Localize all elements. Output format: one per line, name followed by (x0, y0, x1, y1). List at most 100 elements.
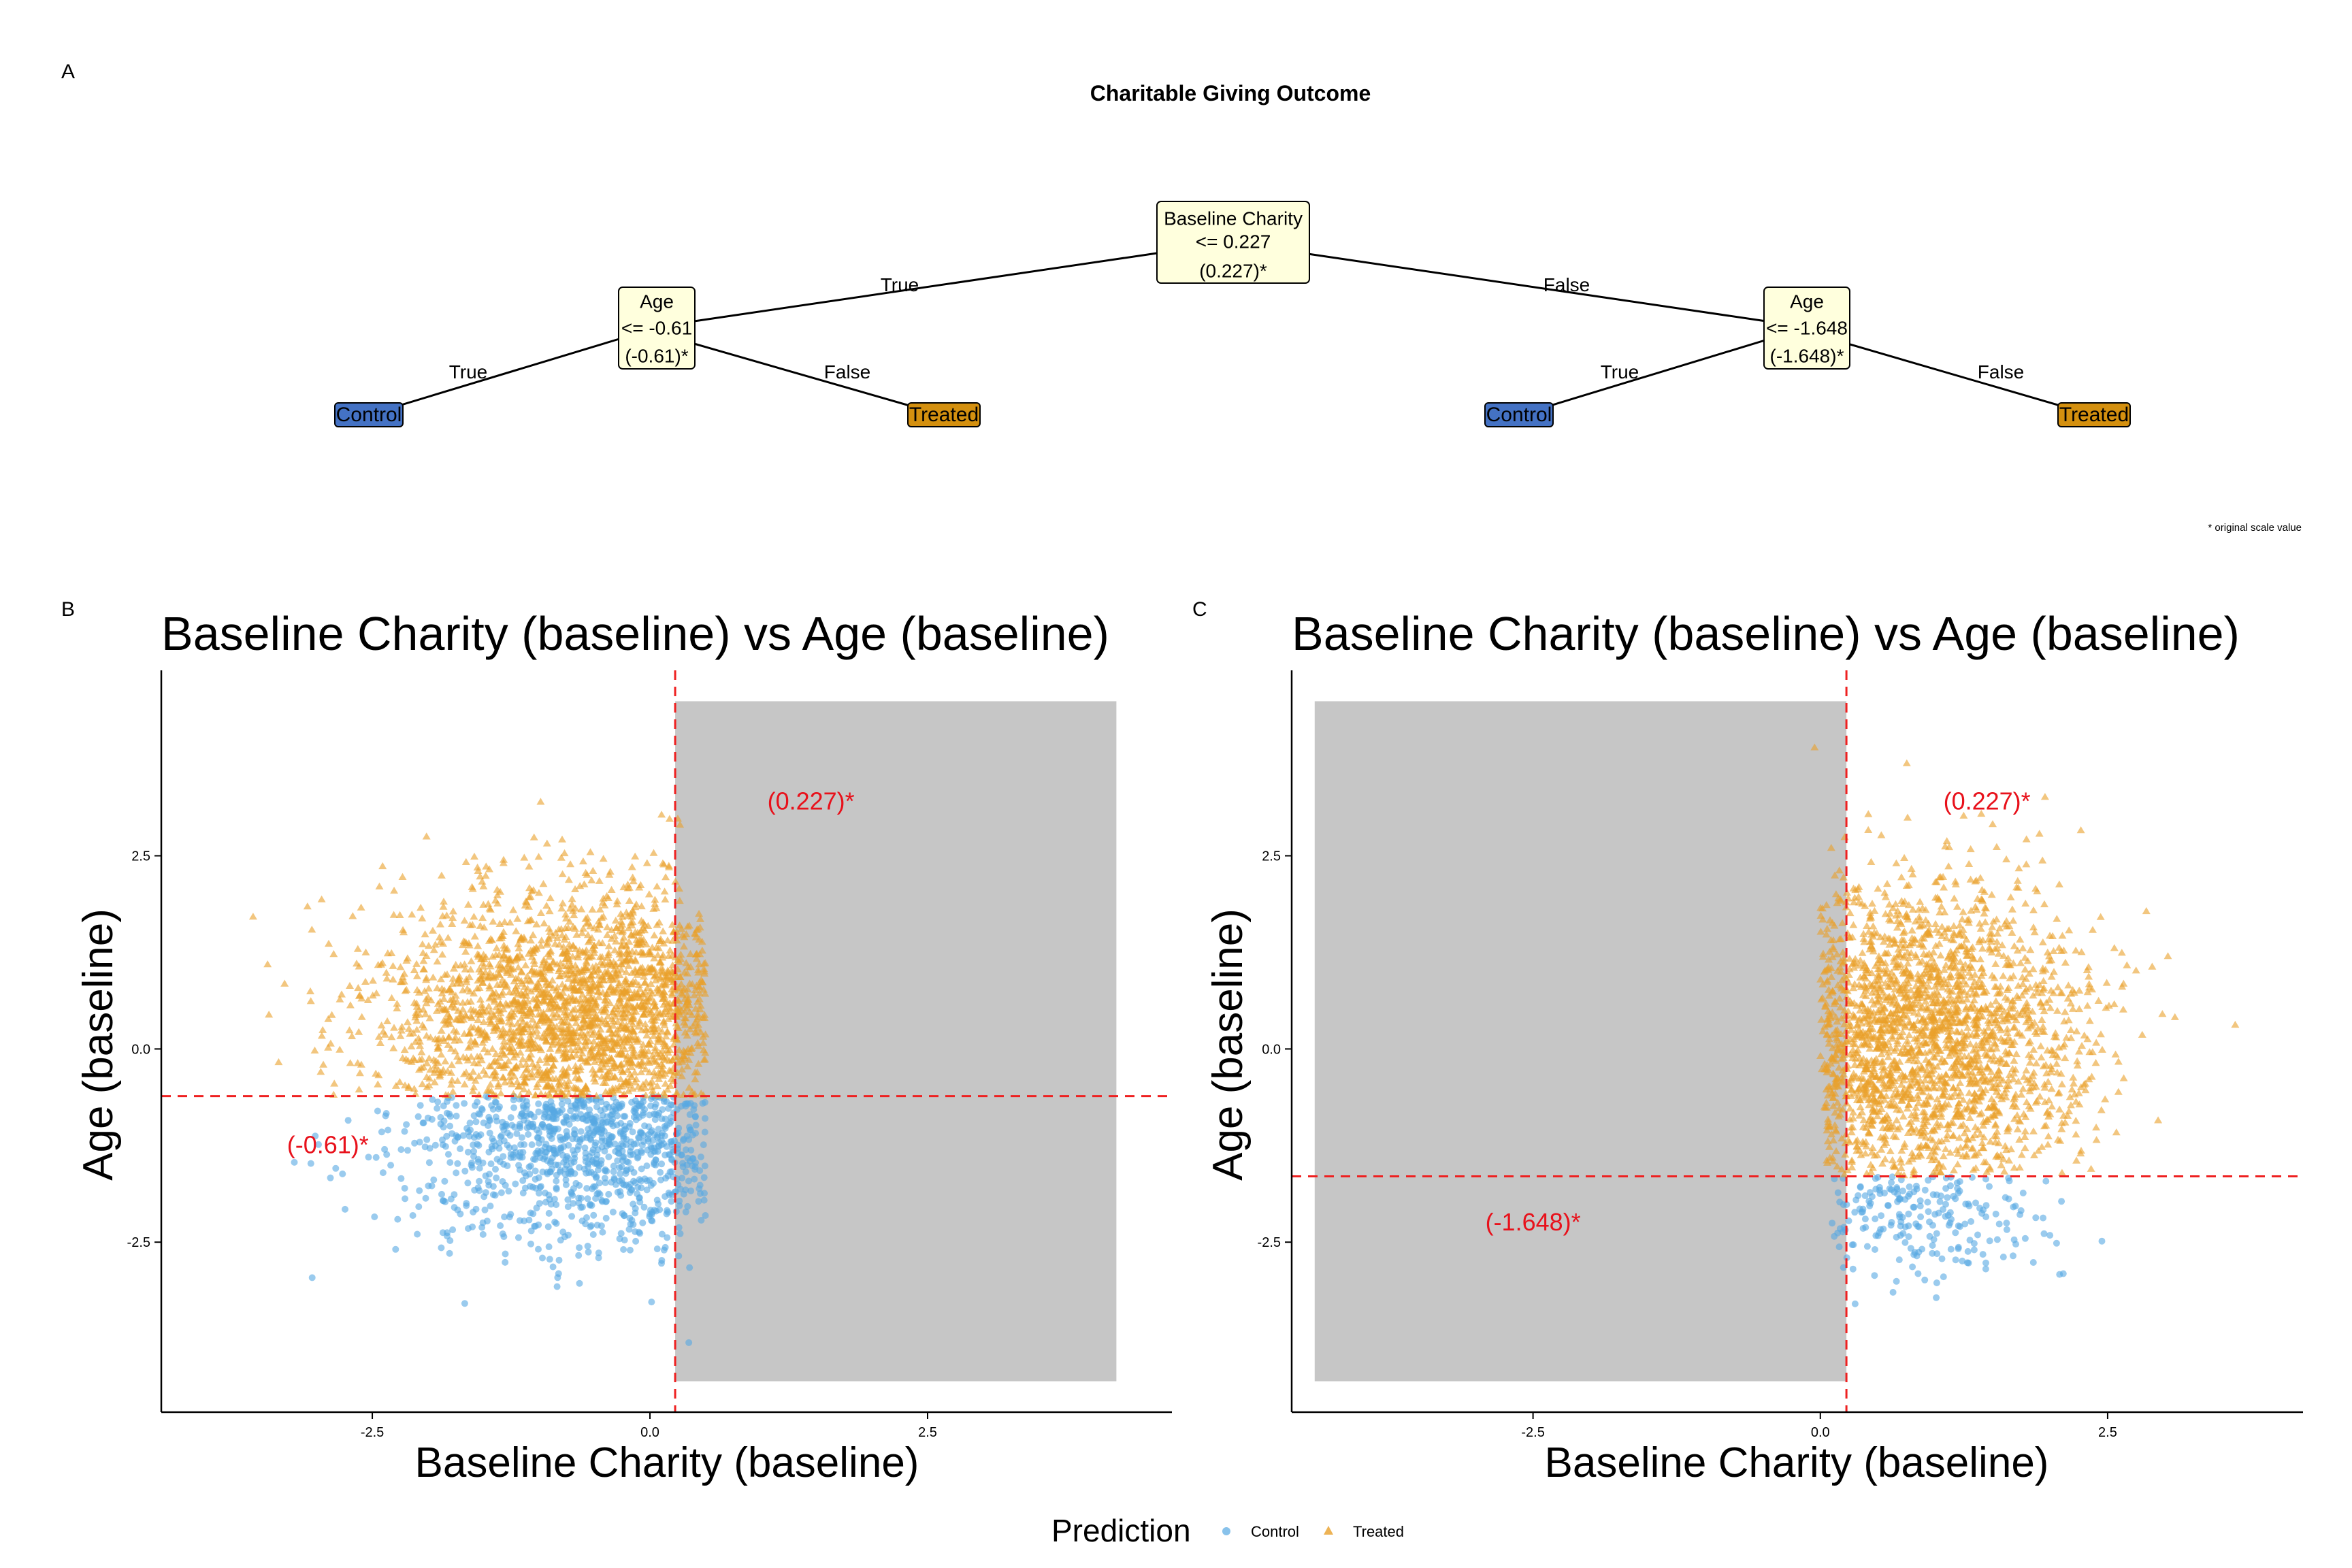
point-treated (310, 1046, 319, 1054)
point-treated (1907, 864, 1916, 872)
point-treated (611, 916, 620, 924)
point-treated (1989, 1051, 1998, 1060)
point-treated (1954, 1149, 1963, 1157)
point-treated (1823, 925, 1831, 932)
point-treated (668, 921, 676, 928)
point-control (440, 1124, 447, 1131)
point-treated (509, 906, 518, 913)
point-treated (1903, 1040, 1912, 1047)
point-treated (564, 975, 573, 982)
point-treated (519, 1003, 527, 1011)
point-treated (664, 936, 672, 944)
point-treated (517, 967, 526, 975)
point-treated (1927, 1127, 1936, 1134)
point-treated (1995, 924, 2004, 932)
point-treated (465, 1072, 474, 1080)
point-treated (514, 975, 523, 982)
point-treated (603, 923, 612, 930)
point-control (482, 1189, 489, 1196)
point-treated (586, 973, 595, 980)
point-treated (648, 1051, 657, 1059)
point-treated (656, 1036, 665, 1043)
point-control (516, 1122, 523, 1130)
point-control (437, 1113, 444, 1121)
point-treated (470, 1058, 478, 1066)
point-treated (587, 934, 596, 941)
point-treated (527, 1009, 536, 1017)
point-control (1893, 1186, 1901, 1193)
point-control (1901, 1239, 1909, 1246)
point-treated (676, 950, 685, 958)
point-control (1888, 1219, 1895, 1226)
point-treated (578, 929, 587, 936)
point-treated (643, 983, 652, 991)
point-treated (545, 962, 554, 970)
point-treated (488, 989, 497, 996)
point-treated (529, 931, 538, 938)
point-control (575, 1194, 583, 1202)
point-control (1913, 1186, 1921, 1193)
point-treated (468, 921, 477, 928)
point-control (499, 1230, 506, 1237)
point-treated (1869, 922, 1878, 930)
point-treated (543, 938, 552, 946)
point-control (679, 1175, 686, 1181)
point-treated (1980, 1027, 1989, 1034)
point-treated (632, 1033, 640, 1041)
point-treated (664, 1009, 673, 1017)
point-treated (1866, 1024, 1875, 1032)
point-treated (547, 1082, 556, 1090)
point-treated (638, 951, 647, 958)
point-treated (700, 1046, 708, 1054)
point-treated (614, 1030, 623, 1038)
point-treated (2069, 1073, 2078, 1081)
point-control (654, 1148, 662, 1155)
point-treated (1959, 977, 1968, 985)
point-treated (393, 1004, 402, 1012)
point-treated (2038, 1015, 2046, 1023)
point-treated (660, 1021, 669, 1028)
leaf-box (334, 402, 404, 427)
point-treated (419, 1005, 427, 1013)
point-treated (517, 1014, 525, 1022)
point-treated (1942, 1135, 1950, 1143)
point-treated (2025, 1051, 2033, 1058)
point-control (673, 1130, 680, 1138)
point-treated (467, 957, 476, 964)
point-treated (2049, 947, 2058, 954)
point-treated (1881, 893, 1890, 900)
point-treated (438, 950, 446, 958)
point-treated (585, 1011, 593, 1019)
point-treated (1981, 918, 1990, 926)
point-treated (571, 904, 580, 912)
point-treated (642, 1002, 651, 1009)
point-treated (538, 1075, 546, 1083)
point-treated (338, 990, 346, 998)
point-treated (542, 839, 551, 847)
point-treated (568, 1006, 577, 1013)
point-control (587, 1223, 594, 1230)
point-treated (605, 1067, 614, 1075)
point-treated (499, 1025, 508, 1032)
point-treated (327, 1011, 336, 1018)
point-treated (1816, 928, 1825, 935)
point-treated (376, 960, 385, 968)
point-treated (653, 921, 662, 928)
point-treated (2075, 986, 2084, 994)
point-treated (1931, 982, 1940, 990)
point-treated (2075, 1047, 2083, 1055)
point-treated (1986, 1137, 1995, 1145)
point-treated (481, 1071, 490, 1078)
point-treated (2016, 935, 2025, 943)
point-control (542, 1149, 549, 1156)
point-treated (1905, 1031, 1914, 1039)
point-treated (2029, 1045, 2038, 1053)
point-treated (2004, 1076, 2013, 1083)
point-treated (503, 945, 512, 952)
point-control (312, 1132, 319, 1140)
point-treated (537, 936, 546, 944)
point-treated (542, 902, 551, 909)
point-control (568, 1213, 576, 1220)
point-control (1952, 1256, 1959, 1264)
point-control (686, 1124, 693, 1131)
